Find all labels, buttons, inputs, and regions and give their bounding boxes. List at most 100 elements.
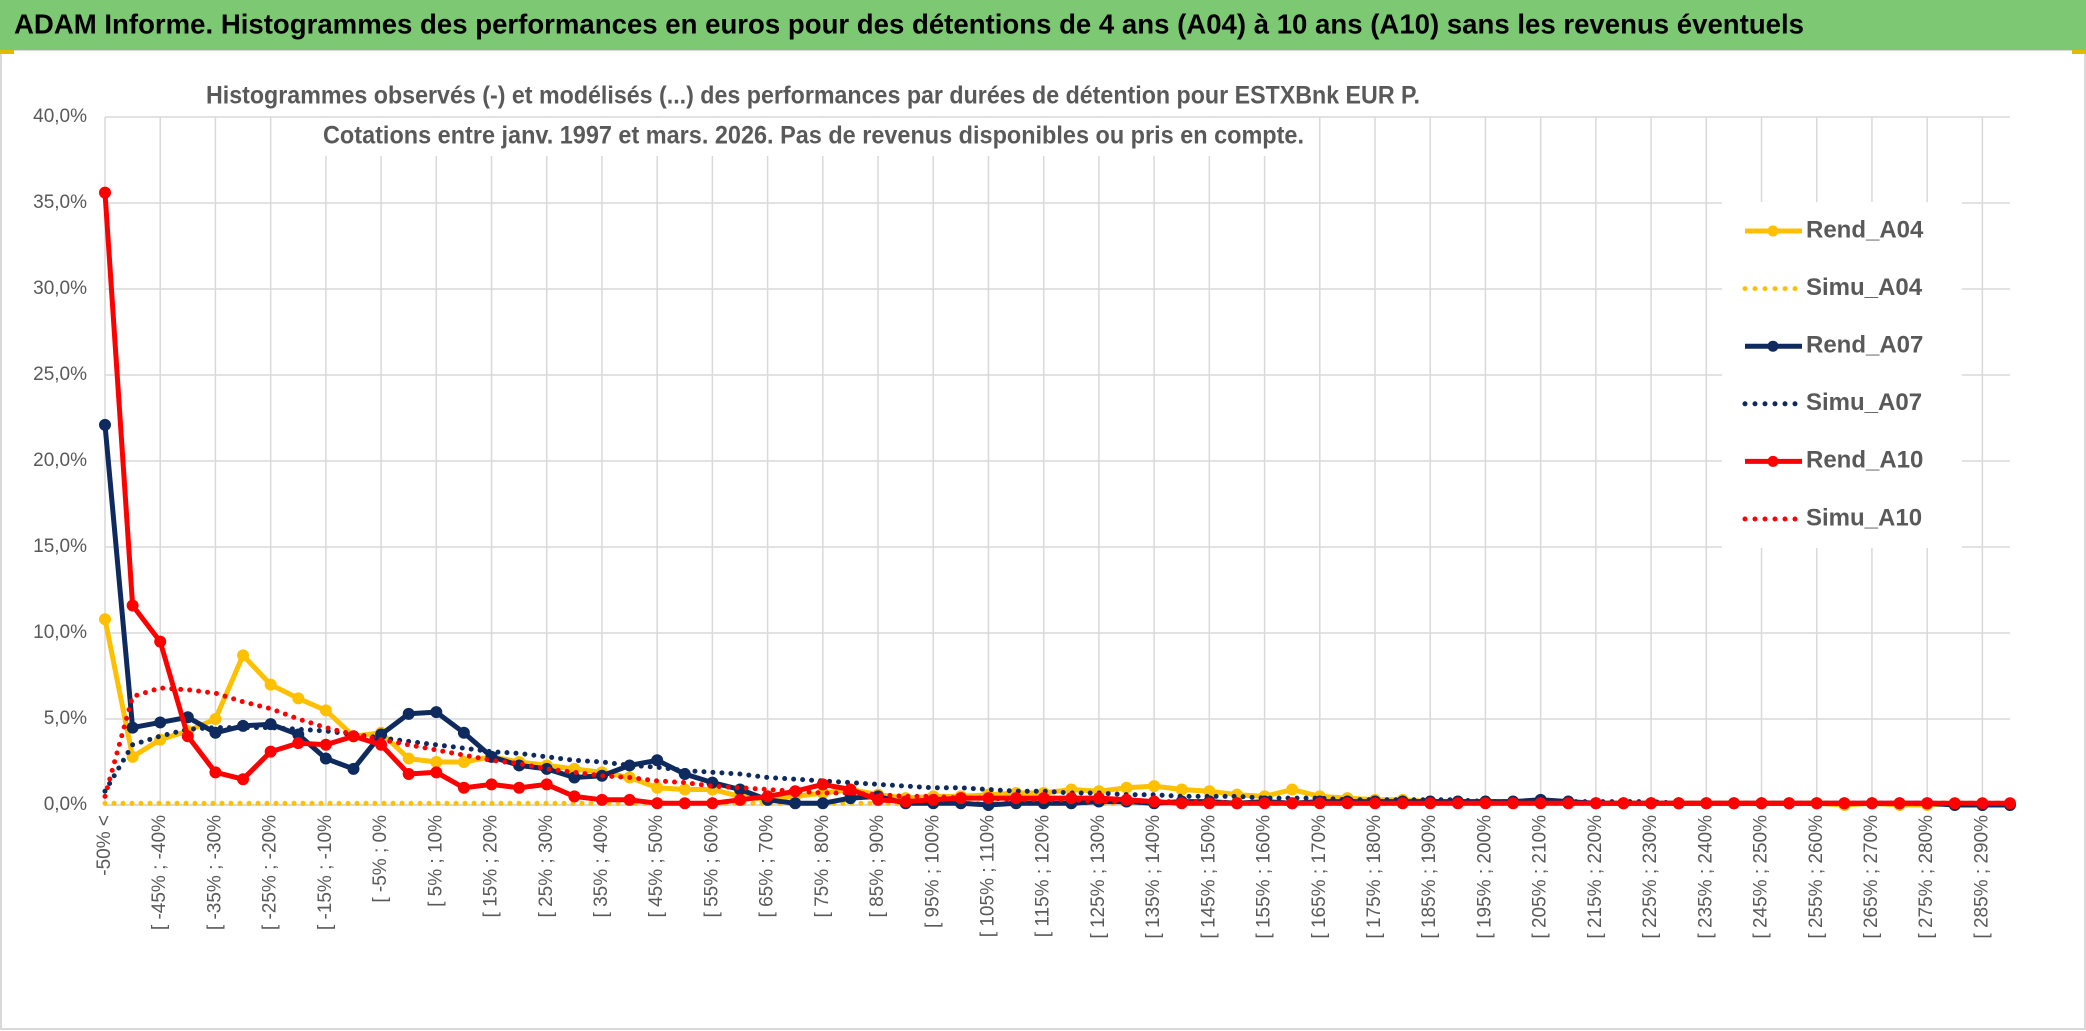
data-point <box>816 797 829 810</box>
x-tick-label: [ -35% ; -30% <box>204 815 225 930</box>
data-point <box>292 737 305 750</box>
data-point <box>402 752 415 765</box>
x-tick-label: [ -15% ; -10% <box>315 815 336 930</box>
data-point <box>237 649 250 662</box>
x-tick-label: [ 85% ; 90% <box>867 815 888 918</box>
subtitle-background <box>313 118 1314 156</box>
data-point <box>126 599 139 612</box>
legend-marker <box>1767 455 1779 467</box>
header-title: ADAM Informe. Histogrammes des performan… <box>14 8 1804 39</box>
legend-label: Simu_A07 <box>1806 389 1922 416</box>
series-line <box>102 685 2013 806</box>
data-point <box>651 797 664 810</box>
data-point <box>126 721 139 734</box>
data-point <box>595 793 608 806</box>
title-background <box>196 78 1430 116</box>
y-tick-label: 20,0% <box>33 450 87 471</box>
data-point <box>292 692 305 705</box>
x-tick-label: [ 95% ; 100% <box>922 815 943 928</box>
x-tick-label: [ 175% ; 180% <box>1364 815 1385 939</box>
data-point <box>319 704 332 717</box>
y-tick-label: 35,0% <box>33 192 87 213</box>
data-point <box>1148 780 1161 793</box>
data-point <box>181 730 194 743</box>
legend-label: Rend_A07 <box>1806 332 1923 359</box>
legend-label: Rend_A10 <box>1806 447 1923 474</box>
x-tick-label: [ -5% ; 0% <box>370 815 391 903</box>
data-point <box>623 793 636 806</box>
data-point <box>678 783 691 796</box>
x-tick-label: [ 255% ; 260% <box>1806 815 1827 939</box>
x-tick-label: [ 275% ; 280% <box>1916 815 1937 939</box>
legend-label: Simu_A04 <box>1806 274 1923 301</box>
data-point <box>651 754 664 767</box>
x-tick-label: [ 35% ; 40% <box>591 815 612 918</box>
legend-label: Simu_A10 <box>1806 504 1922 531</box>
data-point <box>513 781 526 794</box>
data-point <box>154 716 167 729</box>
data-point <box>430 766 443 779</box>
y-tick-label: 15,0% <box>33 536 87 557</box>
x-tick-label: [ 115% ; 120% <box>1033 815 1054 937</box>
x-tick-label: [ 15% ; 20% <box>481 815 502 918</box>
data-point <box>430 706 443 719</box>
legend-label: Rend_A04 <box>1806 216 1924 243</box>
legend-marker <box>1767 340 1779 352</box>
data-point <box>347 762 360 775</box>
data-point <box>209 766 222 779</box>
data-point <box>99 418 111 431</box>
x-tick-label: [ 235% ; 240% <box>1695 815 1716 939</box>
data-point <box>568 790 581 803</box>
data-point <box>678 797 691 810</box>
data-point <box>402 768 415 781</box>
x-tick-label: [ 205% ; 210% <box>1530 815 1551 939</box>
data-point <box>430 756 443 768</box>
data-point <box>99 186 111 199</box>
data-point <box>209 713 222 725</box>
chart-title: Histogrammes observés (-) et modélisés (… <box>206 82 1420 110</box>
y-tick-label: 30,0% <box>33 278 87 299</box>
data-point <box>789 797 802 810</box>
x-tick-label: [ 125% ; 130% <box>1088 815 1109 939</box>
data-point <box>706 797 719 810</box>
data-point <box>1286 783 1299 796</box>
x-tick-label: [ 165% ; 170% <box>1309 815 1330 939</box>
x-tick-label: [ 155% ; 160% <box>1254 815 1275 939</box>
data-point <box>761 790 774 803</box>
data-point <box>457 726 470 739</box>
x-tick-label: [ 285% ; 290% <box>1971 815 1992 939</box>
data-point <box>734 793 746 806</box>
y-tick-label: 5,0% <box>44 708 87 729</box>
x-tick-label: [ 135% ; 140% <box>1143 815 1164 939</box>
x-tick-label: -50% < <box>94 815 115 876</box>
data-point <box>319 738 332 751</box>
x-tick-label: [ 195% ; 200% <box>1474 815 1495 939</box>
data-point <box>457 781 470 794</box>
x-tick-label: [ 265% ; 270% <box>1861 815 1882 939</box>
x-tick-label: [ 25% ; 30% <box>536 815 557 918</box>
data-point <box>485 778 498 791</box>
data-point <box>99 613 111 626</box>
x-tick-label: [ 55% ; 60% <box>701 815 722 918</box>
data-point <box>457 756 470 768</box>
y-tick-label: 25,0% <box>33 364 87 385</box>
y-tick-label: 0,0% <box>44 794 87 815</box>
y-tick-label: 10,0% <box>33 622 87 643</box>
corner-mark <box>0 50 14 54</box>
y-tick-label: 40,0% <box>33 106 87 127</box>
x-tick-label: [ 5% ; 10% <box>425 815 446 907</box>
x-tick-label: [ 185% ; 190% <box>1419 815 1440 939</box>
x-tick-label: [ 145% ; 150% <box>1198 815 1219 939</box>
data-point <box>237 773 250 786</box>
x-tick-label: [ 65% ; 70% <box>757 815 778 918</box>
legend-background <box>1722 202 1962 548</box>
data-point <box>264 745 277 758</box>
x-tick-label: [ 105% ; 110% <box>977 815 998 937</box>
data-point <box>319 752 332 765</box>
data-point <box>540 778 553 791</box>
x-tick-label: [ 75% ; 80% <box>812 815 833 918</box>
data-point <box>264 678 277 691</box>
data-point <box>209 726 222 739</box>
x-tick-label: [ -25% ; -20% <box>260 815 281 930</box>
